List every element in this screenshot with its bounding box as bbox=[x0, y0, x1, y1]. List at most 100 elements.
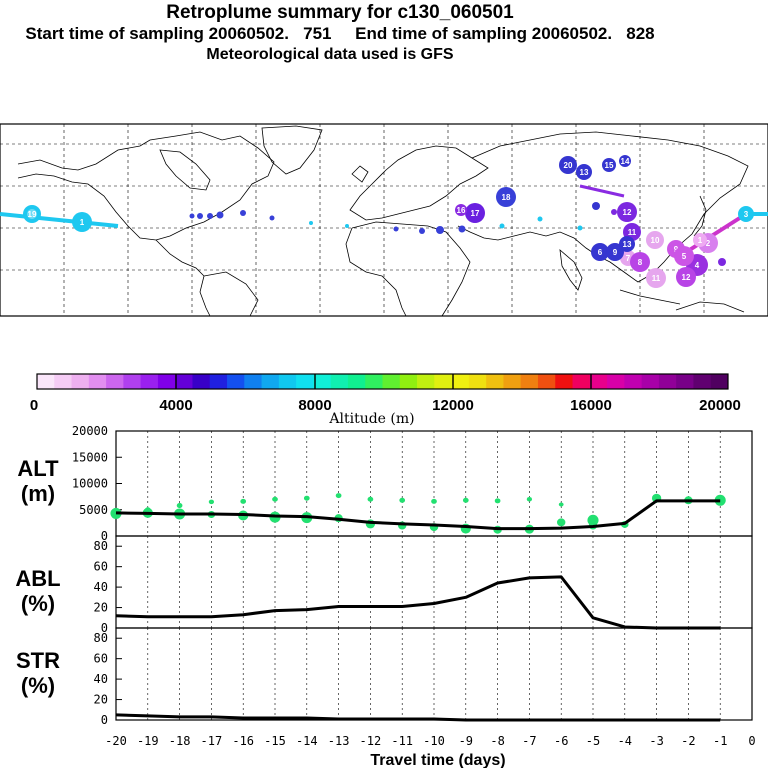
particle-dot bbox=[499, 223, 505, 229]
svg-text:11: 11 bbox=[652, 274, 661, 283]
particle-dot bbox=[436, 226, 444, 234]
colorbar-cell bbox=[313, 374, 332, 389]
particle-dot bbox=[197, 213, 203, 219]
abl-ytick-label: 0 bbox=[101, 621, 108, 635]
svg-text:7: 7 bbox=[626, 254, 631, 263]
colorbar-cell bbox=[330, 374, 349, 389]
colorbar-cell bbox=[537, 374, 556, 389]
alt-scatter-point bbox=[272, 496, 278, 502]
day-marker: 6 bbox=[591, 243, 609, 261]
alt-ytick-label: 10000 bbox=[72, 477, 108, 491]
abl-panel: 0 20 40 60 80 bbox=[94, 535, 753, 635]
str-ytick-label: 40 bbox=[94, 672, 108, 686]
colorbar-cell bbox=[555, 374, 574, 389]
day-marker: 17 bbox=[465, 203, 485, 223]
day-marker: 11 bbox=[646, 268, 666, 288]
alt-label: ALT bbox=[17, 456, 59, 481]
colorbar-cell bbox=[468, 374, 487, 389]
day-marker: 14 bbox=[619, 155, 631, 167]
x-tick-label: -17 bbox=[201, 734, 223, 748]
track-cyan-west bbox=[0, 212, 119, 228]
particle-dot bbox=[309, 221, 313, 225]
x-tick-label: -6 bbox=[554, 734, 568, 748]
colorbar-cell bbox=[157, 374, 176, 389]
str-ytick-label: 0 bbox=[101, 713, 108, 727]
x-axis-title: Travel time (days) bbox=[370, 752, 505, 768]
page-title: Retroplume summary for c130_060501 bbox=[166, 2, 514, 23]
colorbar-cell bbox=[227, 374, 245, 389]
colorbar-cell bbox=[175, 374, 193, 389]
str-label: STR bbox=[16, 648, 60, 673]
alt-series-line bbox=[115, 499, 721, 531]
colorbar-cell bbox=[54, 374, 73, 389]
colorbar-cell bbox=[123, 374, 142, 389]
particle-dot bbox=[189, 213, 195, 219]
world-map: 19 1 3 18 17 16 15 14 20 13 12 11 10 7 9… bbox=[0, 123, 768, 317]
svg-text:13: 13 bbox=[580, 168, 589, 177]
alt-scatter-point bbox=[558, 502, 564, 507]
svg-text:15: 15 bbox=[605, 161, 614, 170]
x-tick-label: -2 bbox=[681, 734, 695, 748]
particle-dot bbox=[393, 226, 399, 232]
x-tick-label: -4 bbox=[618, 734, 632, 748]
alt-scatter-point bbox=[208, 499, 215, 505]
x-tick-label: -1 bbox=[713, 734, 727, 748]
x-tick-label: -5 bbox=[586, 734, 600, 748]
colorbar-cell bbox=[607, 374, 625, 389]
colorbar-cell bbox=[71, 374, 90, 389]
svg-text:11: 11 bbox=[628, 228, 637, 237]
day-markers: 19 1 3 18 17 16 15 14 20 13 12 11 10 7 9… bbox=[23, 155, 754, 288]
map-graticule bbox=[0, 124, 768, 316]
day-marker: 9 bbox=[606, 243, 624, 261]
colorbar-cell bbox=[451, 374, 470, 389]
colorbar-cell bbox=[658, 374, 677, 389]
alt-scatter-point bbox=[335, 493, 342, 499]
colorbar-cell bbox=[88, 374, 107, 389]
svg-text:8: 8 bbox=[638, 258, 643, 267]
alt-ytick-label: 0 bbox=[101, 529, 108, 543]
day-marker: 3 bbox=[738, 206, 754, 222]
x-tick-label: -18 bbox=[169, 734, 191, 748]
x-tick-label: -20 bbox=[105, 734, 127, 748]
colorbar-cell bbox=[589, 374, 608, 389]
svg-text:3: 3 bbox=[744, 210, 749, 219]
colorbar-cell bbox=[520, 374, 539, 389]
x-tick-label: -13 bbox=[328, 734, 350, 748]
colorbar-tick-label: 4000 bbox=[159, 397, 192, 414]
str-ytick-label: 80 bbox=[94, 631, 108, 645]
particle-dot bbox=[419, 228, 425, 234]
colorbar-cell bbox=[641, 374, 660, 389]
particle-dot bbox=[592, 202, 600, 210]
alt-panel: 0 5000 10000 15000 20000 bbox=[72, 424, 753, 543]
alt-unit: (m) bbox=[21, 481, 55, 506]
particle-dot bbox=[537, 216, 543, 222]
alt-scatter-point bbox=[462, 497, 469, 503]
colorbar-cell bbox=[503, 374, 522, 389]
alt-scatter-point bbox=[526, 497, 533, 502]
day-marker: 13 bbox=[576, 164, 592, 180]
colorbar-cell bbox=[710, 374, 729, 389]
str-series-line bbox=[115, 713, 721, 722]
svg-text:12: 12 bbox=[623, 208, 632, 217]
x-tick-label: -19 bbox=[137, 734, 159, 748]
x-tick-label: -3 bbox=[649, 734, 663, 748]
alt-ytick-label: 15000 bbox=[72, 450, 108, 464]
day-marker: 13 bbox=[619, 236, 635, 252]
colorbar-tick-label: 16000 bbox=[570, 397, 612, 414]
colorbar-tick-label: 8000 bbox=[298, 397, 331, 414]
day-marker: 8 bbox=[630, 252, 650, 272]
alt-scatter-point bbox=[557, 518, 566, 527]
abl-series-line bbox=[115, 575, 721, 630]
colorbar-cell bbox=[347, 374, 366, 389]
particle-dot bbox=[345, 224, 349, 228]
svg-text:12: 12 bbox=[682, 273, 691, 282]
day-marker: 12 bbox=[676, 267, 696, 287]
colorbar-cell bbox=[106, 374, 124, 389]
coastlines bbox=[17, 125, 749, 317]
alt-ytick-label: 5000 bbox=[79, 503, 108, 517]
alt-scatter-point bbox=[240, 498, 247, 504]
abl-ytick-label: 60 bbox=[94, 560, 108, 574]
svg-text:9: 9 bbox=[674, 245, 679, 254]
colorbar-cell bbox=[296, 374, 314, 389]
